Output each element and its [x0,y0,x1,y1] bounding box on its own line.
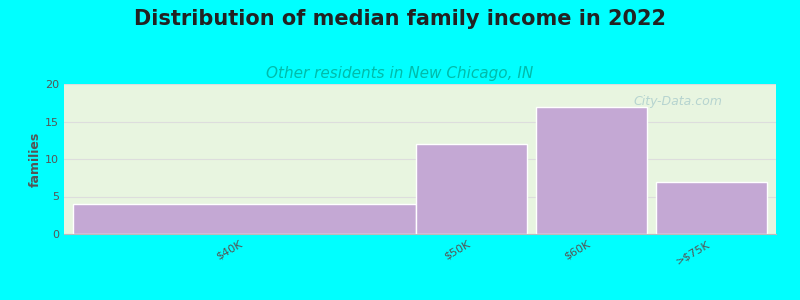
Bar [73,204,416,234]
Bar [416,144,527,234]
Text: Other residents in New Chicago, IN: Other residents in New Chicago, IN [266,66,534,81]
Bar [536,106,647,234]
Y-axis label: families: families [30,131,42,187]
Bar [656,182,767,234]
Text: Distribution of median family income in 2022: Distribution of median family income in … [134,9,666,29]
Text: City-Data.com: City-Data.com [634,95,722,109]
